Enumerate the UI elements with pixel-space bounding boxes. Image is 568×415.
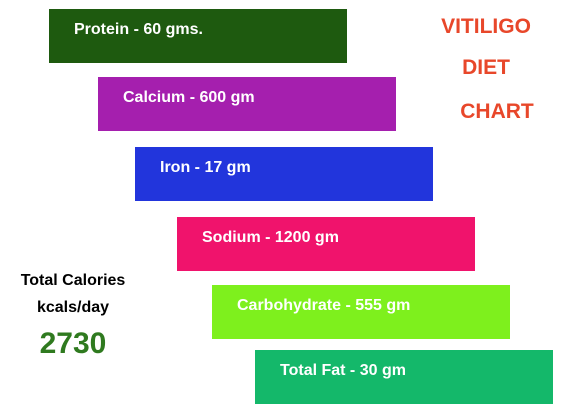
title-line: CHART xyxy=(460,100,534,123)
calories-value: 2730 xyxy=(39,327,107,360)
nutrient-box: Total Fat - 30 gm xyxy=(255,350,553,404)
nutrient-box: Carbohydrate - 555 gm xyxy=(212,285,510,339)
nutrient-box: Iron - 17 gm xyxy=(135,147,433,201)
calories-unit: kcals/day xyxy=(36,299,110,316)
nutrient-label: Iron - 17 gm xyxy=(160,159,251,176)
title-line: DIET xyxy=(462,56,510,79)
calories-label: Total Calories xyxy=(20,272,126,289)
nutrient-box: Protein - 60 gms. xyxy=(49,9,347,63)
nutrient-box: Calcium - 600 gm xyxy=(98,77,396,131)
title-line: VITILIGO xyxy=(441,15,531,38)
nutrient-label: Sodium - 1200 gm xyxy=(202,229,339,246)
nutrient-label: Total Fat - 30 gm xyxy=(280,362,406,379)
nutrient-label: Carbohydrate - 555 gm xyxy=(237,297,411,314)
nutrient-label: Protein - 60 gms. xyxy=(74,21,203,38)
nutrient-label: Calcium - 600 gm xyxy=(123,89,255,106)
nutrient-box: Sodium - 1200 gm xyxy=(177,217,475,271)
